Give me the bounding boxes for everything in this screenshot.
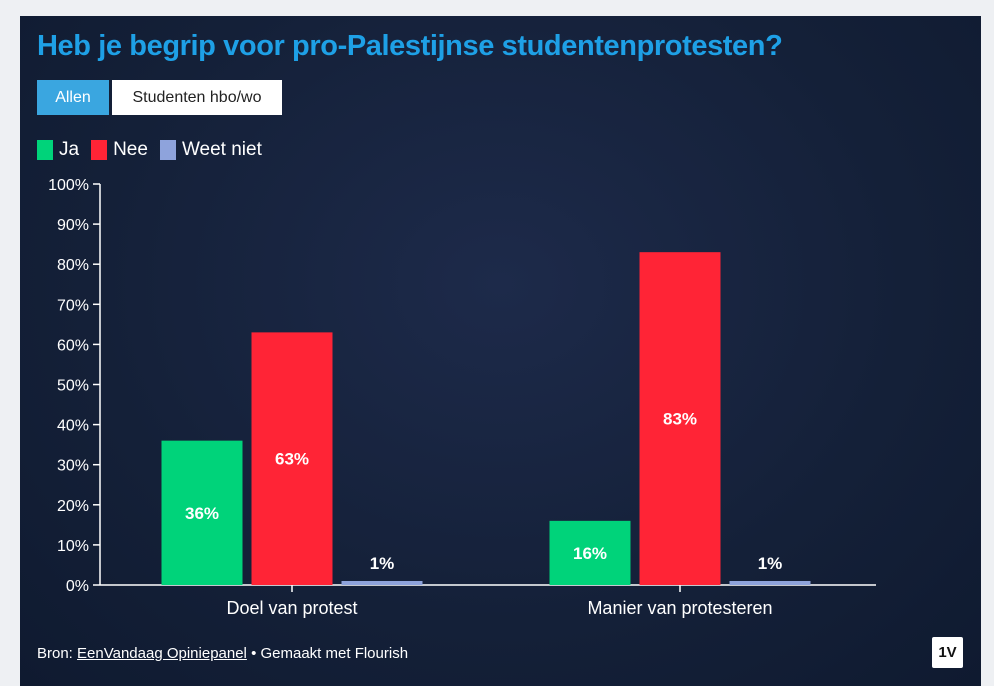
bar-data-label: 1% bbox=[758, 554, 783, 573]
source-link[interactable]: EenVandaag Opiniepanel bbox=[77, 645, 247, 662]
eenvandaag-logo: 1V bbox=[932, 637, 963, 668]
bar-ja bbox=[161, 440, 243, 585]
y-tick-label: 50% bbox=[57, 378, 89, 395]
y-tick-label: 80% bbox=[57, 257, 89, 274]
y-tick-label: 90% bbox=[57, 217, 89, 234]
footer-prefix: Bron: bbox=[37, 645, 78, 662]
y-tick-label: 0% bbox=[66, 578, 89, 595]
y-tick-label: 60% bbox=[57, 337, 89, 354]
legend-label-ja: Ja bbox=[59, 139, 80, 160]
legend-label-nee: Nee bbox=[113, 139, 148, 160]
footer-source: Bron: EenVandaag Opiniepanel • Gemaakt m… bbox=[37, 645, 408, 662]
y-tick-label: 100% bbox=[48, 177, 89, 194]
footer-suffix: • Gemaakt met Flourish bbox=[246, 645, 409, 662]
bar-nee bbox=[251, 332, 333, 585]
tab-studenten[interactable]: Studenten hbo/wo bbox=[112, 80, 282, 115]
x-category-label: Manier van protesteren bbox=[587, 598, 772, 618]
legend-swatch-weet-niet bbox=[159, 140, 176, 160]
legend-item-nee[interactable]: Nee bbox=[91, 139, 148, 161]
bar-data-label: 16% bbox=[573, 544, 607, 563]
legend-swatch-ja bbox=[37, 140, 53, 160]
y-tick-label: 20% bbox=[57, 498, 89, 515]
y-tick-label: 30% bbox=[57, 458, 89, 475]
legend-label-weet-niet: Weet niet bbox=[181, 139, 262, 160]
bar-weet-niet bbox=[341, 580, 423, 585]
bar-data-label: 36% bbox=[185, 504, 219, 523]
legend-item-ja[interactable]: Ja bbox=[37, 139, 79, 161]
bar-data-label: 63% bbox=[275, 450, 309, 469]
y-tick-label: 10% bbox=[57, 538, 89, 555]
bar-data-label: 83% bbox=[663, 410, 697, 429]
tab-allen[interactable]: Allen bbox=[37, 80, 109, 115]
chart-title: Heb je begrip voor pro-Palestijnse stude… bbox=[37, 30, 783, 62]
bar-weet-niet bbox=[729, 580, 811, 585]
y-tick-label: 70% bbox=[57, 297, 89, 314]
filter-tabs: Allen Studenten hbo/wo bbox=[37, 80, 282, 115]
legend: Ja Nee Weet niet bbox=[37, 139, 274, 161]
bar-data-label: 1% bbox=[370, 554, 395, 573]
legend-item-weet-niet[interactable]: Weet niet bbox=[159, 139, 262, 161]
y-tick-label: 40% bbox=[57, 418, 89, 435]
x-category-label: Doel van protest bbox=[226, 598, 357, 618]
bar-ja bbox=[549, 520, 631, 585]
bar-nee bbox=[639, 252, 721, 586]
legend-swatch-nee bbox=[91, 140, 108, 160]
